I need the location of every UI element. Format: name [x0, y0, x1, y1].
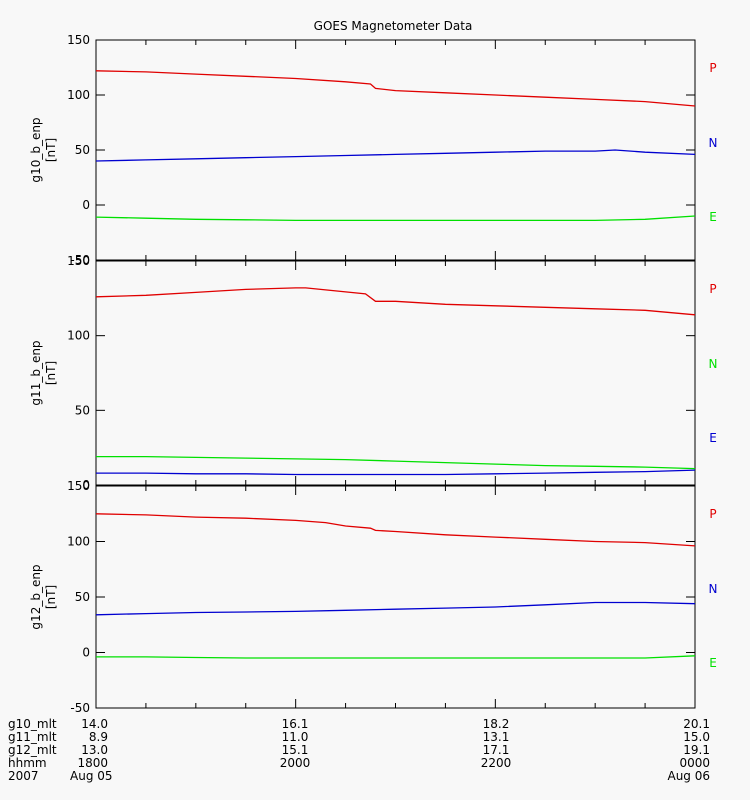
- footer-value: 13.1: [483, 730, 510, 744]
- series-line-n: [95, 601, 696, 616]
- y-axis-unit: [nT]: [44, 138, 58, 162]
- y-tick-label: 100: [67, 329, 90, 343]
- footer-value: 0000: [679, 756, 710, 770]
- legend-label-e: E: [709, 210, 717, 224]
- series-line-n: [96, 455, 696, 470]
- series-line-e: [96, 469, 696, 476]
- y-axis-unit: [nT]: [44, 361, 58, 385]
- footer-value: 14.0: [81, 717, 108, 731]
- legend-label-e: E: [709, 656, 717, 670]
- footer-value: 13.0: [81, 743, 108, 757]
- panel-frame: [95, 485, 696, 709]
- series-line-e: [95, 215, 696, 222]
- footer-value: 15.0: [683, 730, 710, 744]
- y-tick-label: 50: [75, 403, 90, 417]
- y-tick-label: 150: [67, 254, 90, 268]
- footer-value: 20.1: [683, 717, 710, 731]
- panel-1: -50 0 50 100 150 g10_b_enp [nT] P N E: [29, 33, 717, 267]
- footer-time-table: g10_mlt 14.0 16.1 18.2 20.1 g11_mlt 8.9 11.0 13.…: [8, 717, 710, 783]
- footer-value: 2000: [280, 756, 311, 770]
- footer-row-label: g11_mlt: [8, 730, 57, 744]
- footer-value: Aug 06: [667, 769, 710, 783]
- footer-value: 16.1: [282, 717, 309, 731]
- footer-value: 2200: [481, 756, 512, 770]
- y-tick-label: 0: [82, 198, 90, 212]
- footer-row-label: hhmm: [8, 756, 47, 770]
- y-tick-label: 100: [67, 88, 90, 102]
- series-line-e: [96, 655, 696, 659]
- footer-value: 19.1: [683, 743, 710, 757]
- footer-value: 11.0: [282, 730, 309, 744]
- footer-row-label: g10_mlt: [8, 717, 57, 731]
- footer-value: 18.2: [483, 717, 510, 731]
- footer-value: 15.1: [282, 743, 309, 757]
- footer-value: Aug 05: [70, 769, 113, 783]
- y-tick-label: 100: [67, 535, 90, 549]
- y-axis-unit: [nT]: [44, 585, 58, 609]
- y-tick-label: 50: [75, 143, 90, 157]
- legend-label-n: N: [709, 582, 718, 596]
- series-line-p: [95, 70, 696, 107]
- y-tick-label: -50: [70, 253, 90, 267]
- panel-2: 0 50 100 150 g11_b_enp [nT] P N E: [29, 254, 717, 492]
- panel-3: -50 0 50 100 150 g12_b_enp [nT] P N E: [29, 479, 717, 715]
- footer-row-label: g12_mlt: [8, 743, 57, 757]
- legend-label-n: N: [709, 357, 718, 371]
- y-axis-label: g11_b_enp: [29, 340, 43, 405]
- series-line-p: [95, 287, 696, 316]
- legend-label-e: E: [709, 431, 717, 445]
- panel-frame: [95, 260, 696, 486]
- legend-label-p: P: [709, 61, 716, 75]
- y-tick-label: 0: [82, 478, 90, 492]
- y-tick-label: 150: [67, 33, 90, 47]
- legend-label-n: N: [709, 136, 718, 150]
- y-tick-label: -50: [70, 701, 90, 715]
- y-tick-label: 150: [67, 479, 90, 493]
- legend-label-p: P: [709, 507, 716, 521]
- legend-label-p: P: [709, 282, 716, 296]
- series-line-p: [95, 513, 696, 547]
- y-axis-label: g12_b_enp: [29, 564, 43, 629]
- chart-title: GOES Magnetometer Data: [314, 19, 473, 33]
- footer-row-label: 2007: [8, 769, 39, 783]
- y-axis-label: g10_b_enp: [29, 117, 43, 182]
- footer-value: 8.9: [89, 730, 108, 744]
- footer-value: 1800: [77, 756, 108, 770]
- series-line-n: [95, 149, 696, 162]
- footer-value: 17.1: [483, 743, 510, 757]
- y-tick-label: 50: [75, 590, 90, 604]
- y-tick-label: 0: [82, 646, 90, 660]
